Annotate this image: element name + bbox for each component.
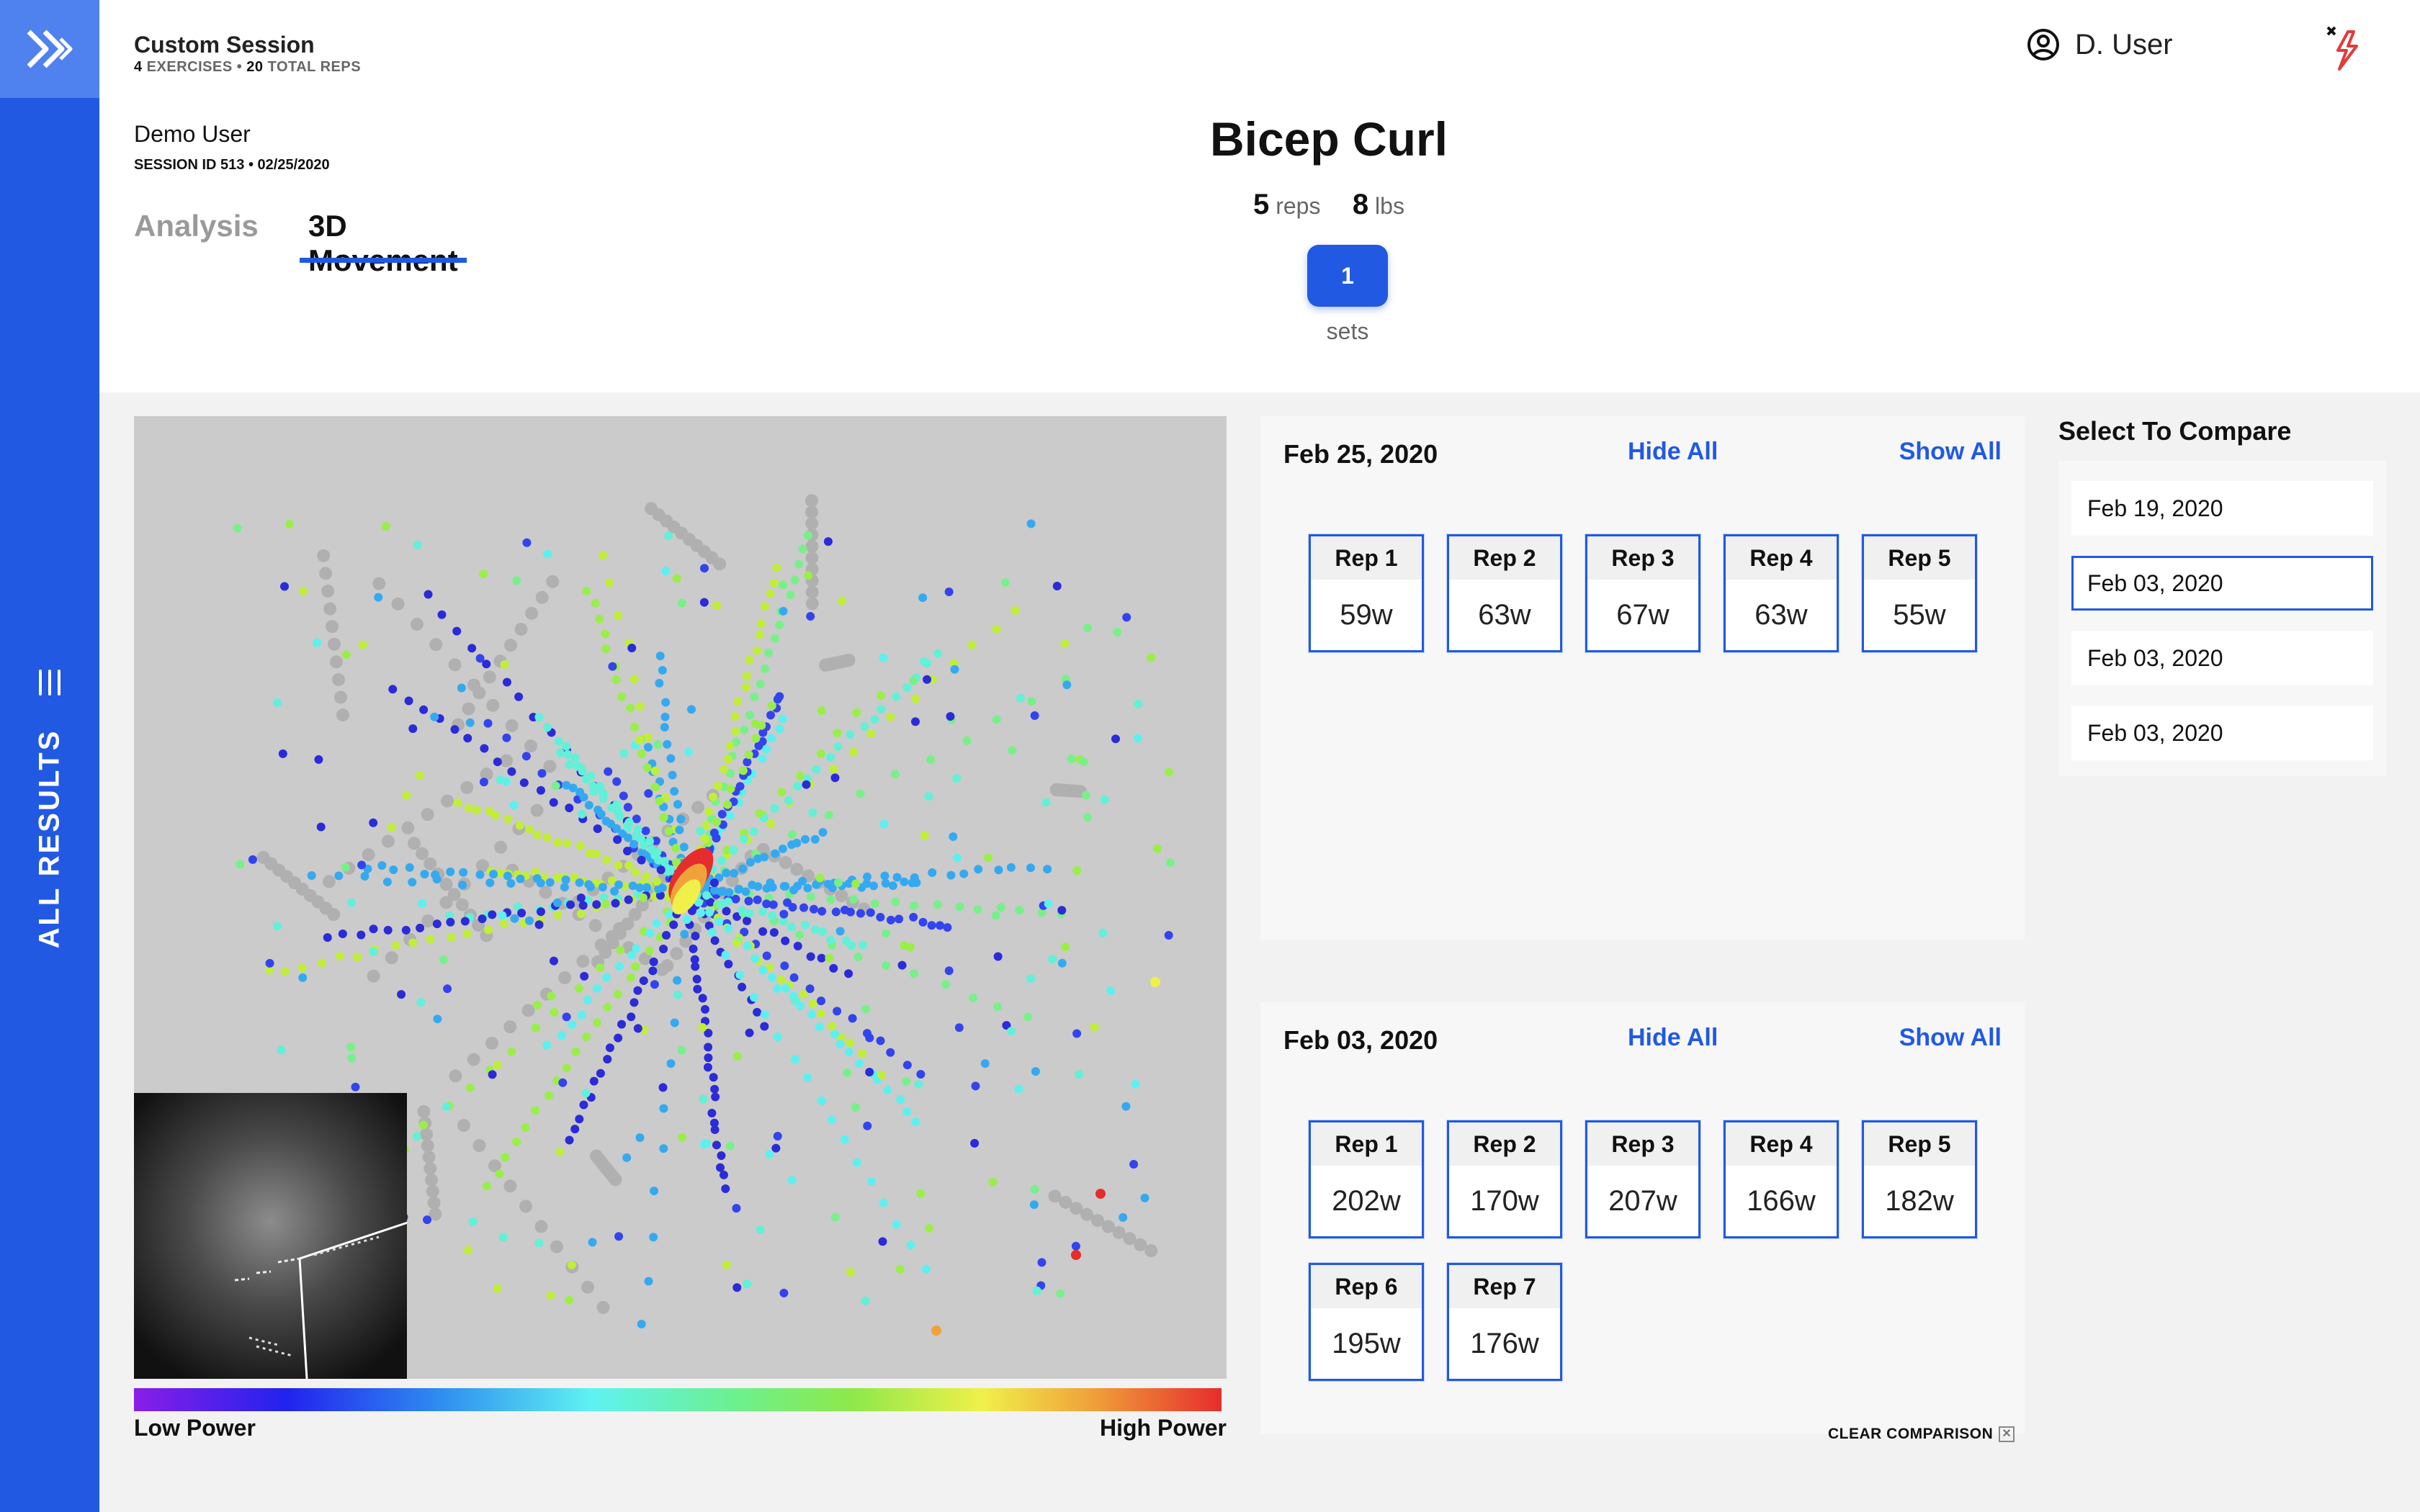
user-name: D. User bbox=[2075, 28, 2173, 60]
rep-card[interactable]: Rep 1 202w bbox=[1309, 1120, 1424, 1238]
power-gradient-legend bbox=[134, 1388, 1222, 1411]
high-power-label: High Power bbox=[1099, 1415, 1227, 1441]
camera-preview-trace bbox=[234, 1221, 407, 1379]
low-power-label: Low Power bbox=[134, 1415, 256, 1441]
rep-power: 63w bbox=[1754, 599, 1808, 631]
compare-item[interactable]: Feb 03, 2020 bbox=[2071, 631, 2373, 685]
rep-card[interactable]: Rep 2 170w bbox=[1447, 1120, 1562, 1238]
rep-power: 55w bbox=[1893, 599, 1946, 631]
total-reps-text: TOTAL REPS bbox=[263, 59, 362, 75]
weight-value: 8 bbox=[1352, 189, 1369, 220]
exercise-stats: 5 reps 8 lbs bbox=[1070, 189, 1588, 221]
rep-card[interactable]: Rep 5 182w bbox=[1862, 1120, 1977, 1238]
rep-power: 176w bbox=[1470, 1328, 1539, 1359]
rep-power: 170w bbox=[1470, 1185, 1539, 1217]
sets-label: sets bbox=[1326, 318, 1369, 344]
weight-unit: lbs bbox=[1375, 193, 1404, 219]
exercise-count: 4 bbox=[134, 59, 143, 75]
rep-label: Rep 7 bbox=[1449, 1265, 1560, 1308]
movement-point-cloud bbox=[233, 494, 1175, 1336]
rep-power: 195w bbox=[1332, 1328, 1401, 1359]
app-logo[interactable] bbox=[0, 0, 99, 98]
rep-power: 166w bbox=[1747, 1185, 1816, 1217]
session-summary: 4 EXERCISES • 20 TOTAL REPS bbox=[134, 59, 361, 76]
rep-card[interactable]: Rep 2 63w bbox=[1447, 534, 1562, 652]
hide-all-link[interactable]: Hide All bbox=[1628, 438, 1718, 465]
rep-card[interactable]: Rep 5 55w bbox=[1862, 534, 1977, 652]
rep-card[interactable]: Rep 6 195w bbox=[1309, 1263, 1424, 1381]
rep-label: Rep 2 bbox=[1449, 536, 1560, 580]
rep-grid: Rep 1 59w Rep 2 63w Rep 3 67w Rep 4 63w Rep … bbox=[1309, 534, 2000, 652]
close-brand-icon[interactable] bbox=[2323, 24, 2367, 75]
total-reps-count: 20 bbox=[246, 59, 264, 75]
show-all-link[interactable]: Show All bbox=[1899, 438, 2002, 465]
rep-power: 59w bbox=[1340, 599, 1393, 631]
close-small-icon: ✕ bbox=[1999, 1426, 2015, 1442]
reps-unit: reps bbox=[1276, 193, 1321, 219]
rep-power: 202w bbox=[1332, 1185, 1401, 1217]
rep-card[interactable]: Rep 3 67w bbox=[1585, 534, 1700, 652]
rep-grid: Rep 1 202w Rep 2 170w Rep 3 207w Rep 4 166w … bbox=[1309, 1120, 2000, 1381]
hide-all-link[interactable]: Hide All bbox=[1628, 1024, 1718, 1051]
rep-label: Rep 2 bbox=[1449, 1122, 1560, 1166]
rep-power: 207w bbox=[1608, 1185, 1677, 1217]
compare-title: Select To Compare bbox=[2058, 416, 2292, 446]
session-title: Custom Session bbox=[134, 32, 315, 58]
rep-power: 182w bbox=[1885, 1185, 1954, 1217]
rep-label: Rep 6 bbox=[1311, 1265, 1422, 1308]
rep-card[interactable]: Rep 1 59w bbox=[1309, 534, 1424, 652]
panel-date: Feb 03, 2020 bbox=[1283, 1025, 1438, 1055]
reps-value: 5 bbox=[1253, 189, 1270, 220]
camera-preview bbox=[134, 1093, 407, 1379]
compare-item[interactable]: Feb 03, 2020 bbox=[2071, 706, 2373, 760]
rep-card[interactable]: Rep 3 207w bbox=[1585, 1120, 1700, 1238]
rep-card[interactable]: Rep 7 176w bbox=[1447, 1263, 1562, 1381]
user-menu[interactable]: D. User bbox=[2026, 27, 2173, 62]
rep-power: 63w bbox=[1478, 599, 1531, 631]
compare-list: Feb 19, 2020 Feb 03, 2020 Feb 03, 2020 F… bbox=[2058, 461, 2386, 776]
user-display-name: Demo User bbox=[134, 121, 251, 147]
rep-label: Rep 3 bbox=[1587, 536, 1698, 580]
set-1-button[interactable]: 1 bbox=[1307, 245, 1388, 307]
menu-lines-icon bbox=[39, 670, 60, 696]
clear-comparison-button[interactable]: CLEAR COMPARISON ✕ bbox=[1828, 1426, 2015, 1443]
tab-analysis[interactable]: Analysis bbox=[134, 209, 259, 243]
rep-label: Rep 5 bbox=[1864, 536, 1975, 580]
session-id: SESSION ID 513 • 02/25/2020 bbox=[134, 157, 330, 173]
user-circle-icon bbox=[2027, 29, 2059, 60]
show-all-link[interactable]: Show All bbox=[1899, 1024, 2002, 1051]
session-header: Custom Session 4 EXERCISES • 20 TOTAL RE… bbox=[99, 0, 2420, 392]
panel-date: Feb 25, 2020 bbox=[1283, 439, 1438, 469]
session-panel-feb-03: Feb 03, 2020 Hide All Show All Rep 1 202w… bbox=[1260, 1002, 2025, 1434]
all-results-label: ALL RESULTS bbox=[33, 729, 66, 949]
3d-movement-canvas[interactable] bbox=[134, 416, 1227, 1379]
rep-label: Rep 4 bbox=[1726, 536, 1837, 580]
rep-label: Rep 1 bbox=[1311, 1122, 1422, 1166]
session-panel-feb-25: Feb 25, 2020 Hide All Show All Rep 1 59w … bbox=[1260, 416, 2025, 940]
rep-label: Rep 3 bbox=[1587, 1122, 1698, 1166]
compare-item-selected[interactable]: Feb 03, 2020 bbox=[2071, 556, 2373, 611]
rep-power: 67w bbox=[1616, 599, 1670, 631]
tab-3d-movement[interactable]: 3D Movement bbox=[300, 209, 467, 277]
all-results-toggle[interactable]: ALL RESULTS bbox=[0, 670, 99, 948]
rep-label: Rep 5 bbox=[1864, 1122, 1975, 1166]
rep-card[interactable]: Rep 4 63w bbox=[1724, 534, 1839, 652]
clear-comparison-label: CLEAR COMPARISON bbox=[1828, 1426, 1994, 1442]
rep-label: Rep 4 bbox=[1726, 1122, 1837, 1166]
rep-card[interactable]: Rep 4 166w bbox=[1724, 1120, 1839, 1238]
exercise-title: Bicep Curl bbox=[1209, 112, 1448, 166]
rep-label: Rep 1 bbox=[1311, 536, 1422, 580]
sidebar: ALL RESULTS bbox=[0, 0, 99, 1512]
compare-item[interactable]: Feb 19, 2020 bbox=[2071, 481, 2373, 536]
exercises-text: EXERCISES • bbox=[142, 59, 247, 75]
double-chevron-logo-icon bbox=[27, 30, 73, 68]
